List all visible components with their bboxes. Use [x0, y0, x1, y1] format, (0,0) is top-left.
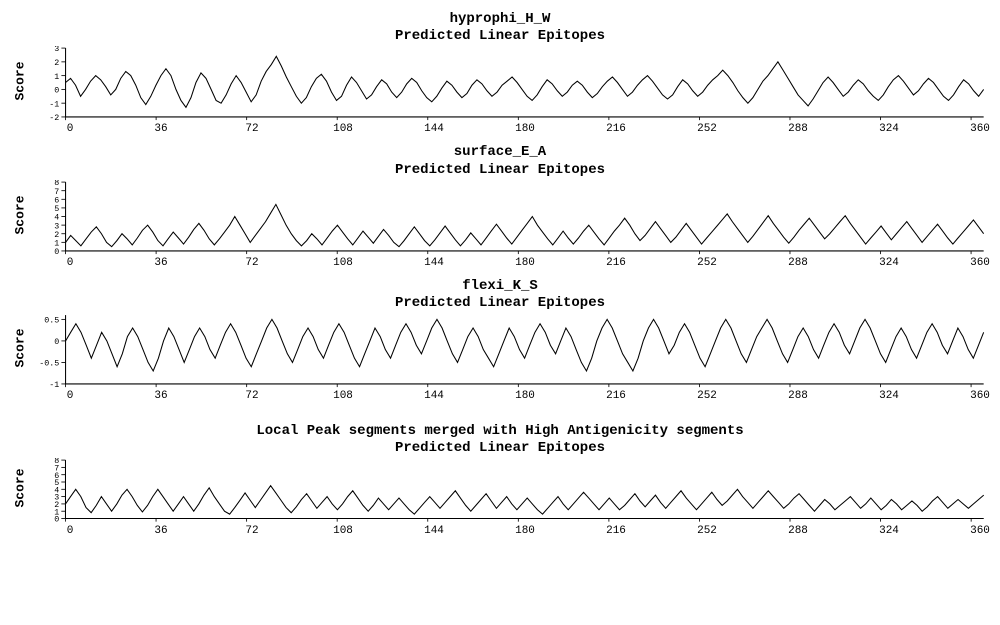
svg-text:0: 0: [54, 86, 59, 96]
xtick-label: 180: [510, 257, 540, 269]
chart-title: hyprophi_H_W: [10, 10, 990, 28]
xtick-label: 360: [965, 257, 995, 269]
plot-svg-flexi: -1 -0.5 0 0.5: [30, 313, 990, 390]
xtick-label: 0: [55, 123, 85, 135]
svg-text:8: 8: [54, 458, 59, 466]
charts-container: hyprophi_H_W Predicted Linear Epitopes S…: [10, 10, 990, 537]
xtick-label: 288: [783, 390, 813, 402]
xtick-row: 03672108144180216252288324360: [30, 257, 990, 269]
svg-text:1: 1: [54, 238, 59, 248]
svg-text:-1: -1: [49, 380, 59, 390]
xtick-label: 108: [328, 390, 358, 402]
chart-merged: Local Peak segments merged with High Ant…: [10, 422, 990, 537]
xtick-label: 144: [419, 257, 449, 269]
xtick-label: 36: [146, 257, 176, 269]
chart-title: Local Peak segments merged with High Ant…: [10, 422, 990, 440]
xtick-label: 252: [692, 390, 722, 402]
xtick-row: 03672108144180216252288324360: [30, 123, 990, 135]
svg-text:0: 0: [54, 247, 59, 257]
ylabel: Score: [13, 81, 28, 101]
xtick-label: 180: [510, 525, 540, 537]
chart-surface: surface_E_A Predicted Linear Epitopes Sc…: [10, 143, 990, 268]
svg-text:1: 1: [54, 72, 59, 82]
svg-text:7: 7: [54, 186, 59, 196]
xtick-label: 252: [692, 257, 722, 269]
chart-subtitle: Predicted Linear Epitopes: [10, 162, 990, 178]
xtick-label: 288: [783, 525, 813, 537]
svg-text:0.5: 0.5: [44, 315, 59, 325]
xtick-label: 216: [601, 123, 631, 135]
svg-text:4: 4: [54, 212, 59, 222]
svg-text:3: 3: [54, 46, 59, 54]
chart-subtitle: Predicted Linear Epitopes: [10, 295, 990, 311]
svg-text:3: 3: [54, 221, 59, 231]
svg-text:-2: -2: [49, 113, 59, 123]
xtick-label: 216: [601, 257, 631, 269]
svg-text:6: 6: [54, 195, 59, 205]
chart-title: flexi_K_S: [10, 277, 990, 295]
xtick-label: 144: [419, 123, 449, 135]
ylabel: Score: [13, 348, 28, 368]
xtick-label: 0: [55, 525, 85, 537]
svg-text:2: 2: [54, 229, 59, 239]
xtick-label: 360: [965, 123, 995, 135]
xtick-label: 216: [601, 525, 631, 537]
svg-text:0: 0: [54, 337, 59, 347]
xtick-label: 144: [419, 390, 449, 402]
xtick-label: 324: [874, 390, 904, 402]
xtick-label: 360: [965, 525, 995, 537]
xtick-label: 72: [237, 257, 267, 269]
chart-title: surface_E_A: [10, 143, 990, 161]
xtick-label: 216: [601, 390, 631, 402]
chart-flexi: flexi_K_S Predicted Linear Epitopes Scor…: [10, 277, 990, 402]
xtick-label: 108: [328, 123, 358, 135]
xtick-label: 180: [510, 123, 540, 135]
xtick-label: 108: [328, 525, 358, 537]
plot-svg-hyprophi: -2 -1 0 1 2 3: [30, 46, 990, 123]
svg-text:2: 2: [54, 58, 59, 68]
xtick-label: 72: [237, 123, 267, 135]
xtick-label: 72: [237, 525, 267, 537]
xtick-label: 108: [328, 257, 358, 269]
svg-text:8: 8: [54, 180, 59, 188]
xtick-label: 252: [692, 123, 722, 135]
chart-hyprophi: hyprophi_H_W Predicted Linear Epitopes S…: [10, 10, 990, 135]
xtick-label: 288: [783, 257, 813, 269]
ylabel: Score: [13, 488, 28, 508]
chart-subtitle: Predicted Linear Epitopes: [10, 28, 990, 44]
plot-svg-surface: 012345678: [30, 180, 990, 257]
xtick-label: 36: [146, 123, 176, 135]
xtick-row: 03672108144180216252288324360: [30, 390, 990, 402]
xtick-label: 288: [783, 123, 813, 135]
xtick-label: 180: [510, 390, 540, 402]
svg-text:5: 5: [54, 204, 59, 214]
xtick-label: 144: [419, 525, 449, 537]
xtick-label: 252: [692, 525, 722, 537]
xtick-label: 0: [55, 390, 85, 402]
xtick-label: 36: [146, 390, 176, 402]
xtick-label: 36: [146, 525, 176, 537]
xtick-label: 0: [55, 257, 85, 269]
chart-subtitle: Predicted Linear Epitopes: [10, 440, 990, 456]
xtick-label: 324: [874, 257, 904, 269]
xtick-row: 03672108144180216252288324360: [30, 525, 990, 537]
xtick-label: 72: [237, 390, 267, 402]
ylabel: Score: [13, 214, 28, 234]
xtick-label: 324: [874, 525, 904, 537]
plot-svg-merged: 012345678: [30, 458, 990, 525]
xtick-label: 360: [965, 390, 995, 402]
svg-text:-1: -1: [49, 99, 59, 109]
svg-text:-0.5: -0.5: [39, 359, 59, 369]
xtick-label: 324: [874, 123, 904, 135]
